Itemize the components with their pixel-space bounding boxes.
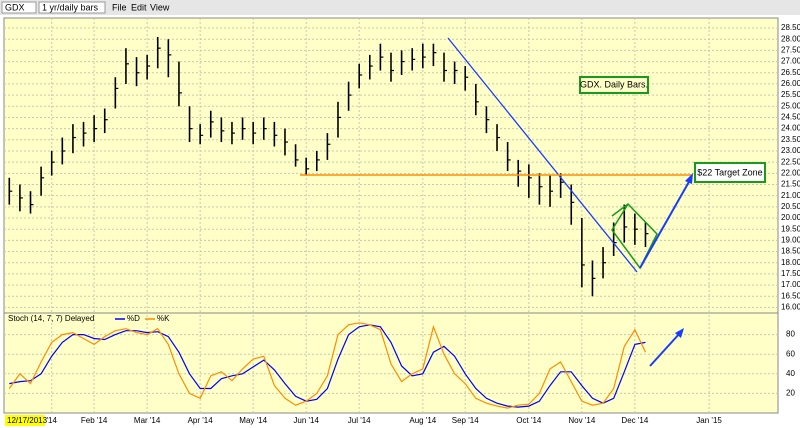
stoch-line: [9, 324, 646, 408]
x-tick-label: Sep '14: [452, 416, 479, 425]
x-tick-label: Feb '14: [81, 416, 108, 425]
toolbar: [0, 0, 800, 15]
y-tick-label: 23.50: [781, 135, 800, 144]
flag: [611, 203, 658, 270]
legend-label: %D: [127, 314, 140, 323]
y-tick-label: 21.00: [781, 191, 800, 200]
y-tick-label: 22.50: [781, 157, 800, 166]
y-tick-label: 16.50: [781, 291, 800, 300]
x-tick-label: Jul '14: [348, 416, 371, 425]
annotation: $22 Target Zone: [697, 167, 762, 177]
y-tick-label: 21.50: [781, 180, 800, 189]
y-tick-label: 19.50: [781, 224, 800, 233]
y-tick-label: 24.00: [781, 124, 800, 133]
y-tick-label: 28.50: [781, 23, 800, 32]
y-tick-label: 18.50: [781, 247, 800, 256]
menu-item[interactable]: Edit: [131, 2, 147, 12]
symbol[interactable]: GDX: [5, 2, 25, 12]
period[interactable]: 1 yr/daily bars: [42, 2, 99, 12]
arrow-head: [675, 328, 684, 338]
y-tick-label: 20.00: [781, 213, 800, 222]
y-tick-label: 22.00: [781, 168, 800, 177]
x-tick-label: May '14: [239, 416, 267, 425]
indicator-title: Stoch (14, 7, 7) Delayed: [8, 314, 94, 323]
arrow: [639, 179, 691, 269]
y-tick-label: 26.50: [781, 68, 800, 77]
x-tick-label: Oct '14: [516, 416, 542, 425]
period-box[interactable]: [38, 1, 106, 14]
x-tick-label: Dec '14: [621, 416, 648, 425]
y-tick-label: 17.50: [781, 269, 800, 278]
x-tick-label: Aug '14: [409, 416, 436, 425]
y-tick-label: 60: [786, 349, 795, 358]
y-tick-label: 40: [786, 369, 795, 378]
x-tick-label: '14: [46, 416, 57, 425]
legend-label: %K: [157, 314, 170, 323]
y-tick-label: 27.00: [781, 57, 800, 66]
arrow: [649, 332, 681, 367]
menu: GDX 1 yr/daily bars File Edit View: [1, 1, 170, 14]
y-tick-label: 20.50: [781, 202, 800, 211]
x-tick-label: Apr '14: [188, 416, 214, 425]
cursor-box: [5, 415, 45, 426]
x-tick-label: Jun '14: [293, 416, 319, 425]
y-tick-label: 18.00: [781, 258, 800, 267]
y-tick-label: 27.50: [781, 46, 800, 55]
y-tick-label: 16.00: [781, 303, 800, 312]
y-tick-label: 20: [786, 389, 795, 398]
y-tick-label: 24.50: [781, 113, 800, 122]
y-tick-label: 26.00: [781, 79, 800, 88]
y-tick-label: 80: [786, 330, 795, 339]
menu-item[interactable]: View: [150, 2, 170, 12]
y-tick-label: 17.00: [781, 280, 800, 289]
y-tick-label: 25.00: [781, 101, 800, 110]
menu-item[interactable]: File: [112, 2, 127, 12]
symbol-box[interactable]: [1, 1, 37, 14]
arrow-head: [685, 173, 693, 184]
x-tick-label: Mar '14: [134, 416, 161, 425]
stoch-line: [8, 322, 647, 409]
y-tick-label: 28.00: [781, 34, 800, 43]
label-box: [694, 162, 766, 183]
y-tick-label: 19.00: [781, 235, 800, 244]
y-tick-label: 23.00: [781, 146, 800, 155]
annotations: GDX. Daily Bars. $22 Target Zone: [300, 37, 766, 367]
x-tick-label: Nov '14: [568, 416, 595, 425]
x-tick-label: Jan '15: [696, 416, 722, 425]
x-tick-label: 12/17/2013: [7, 416, 48, 425]
y-tick-label: 25.50: [781, 90, 800, 99]
label-box: [579, 76, 649, 94]
trend-line: [447, 37, 638, 273]
annotation: GDX. Daily Bars.: [580, 79, 648, 89]
